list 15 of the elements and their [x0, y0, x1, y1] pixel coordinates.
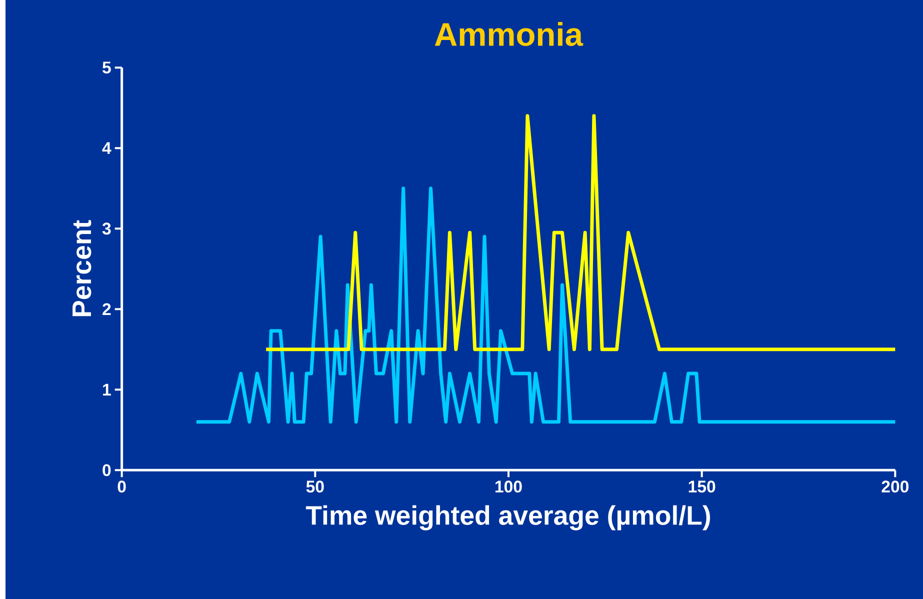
y-axis-title: Percent [72, 220, 92, 316]
y-tick-label: 4 [102, 142, 112, 154]
chart-title: Ammonia [434, 22, 584, 46]
x-tick-label: 200 [882, 480, 909, 492]
x-tick-label: 50 [306, 480, 324, 492]
y-tick-label: 2 [102, 303, 111, 315]
line-series [194, 186, 897, 424]
y-tick-label: 5 [102, 62, 111, 74]
y-tick-label: 1 [103, 384, 111, 396]
x-axis-title: Time weighted average (µmol/L) [306, 505, 710, 530]
x-tick-label: 150 [688, 480, 716, 492]
x-tick-label: 0 [118, 480, 126, 492]
y-tick-label: 3 [102, 222, 111, 234]
y-tick-label: 0 [102, 464, 111, 476]
x-tick-label: 100 [496, 480, 522, 492]
